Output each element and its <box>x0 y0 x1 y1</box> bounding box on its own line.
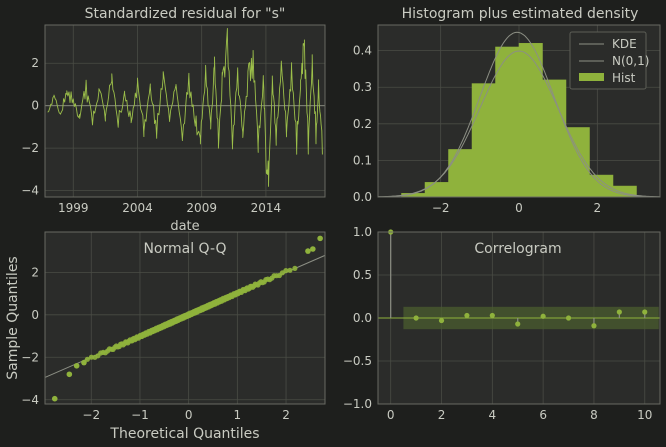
histogram-y-tick-label: 0.3 <box>353 80 372 94</box>
qq-outlier-point <box>73 362 80 369</box>
qq-point <box>283 268 289 274</box>
correlogram-frame <box>377 231 661 405</box>
qq-panel: −2 −1 0 1 2 −4 −2 0 2 Normal Q-Q Theoretical Quan… <box>5 231 326 442</box>
histogram-y-tick-label: 0.1 <box>353 153 372 167</box>
residual-y-tick-label: 0 <box>31 99 39 113</box>
histogram-x-tick-label: 0 <box>515 201 523 215</box>
qq-x-tick-label: 1 <box>234 408 242 422</box>
qq-outlier-point <box>81 359 87 366</box>
qq-ylabel: Sample Quantiles <box>5 256 21 379</box>
histogram-panel: −2 0 2 0.0 0.1 0.2 0.3 0.4 KDE N(0,1) Hist Hist… <box>353 6 661 215</box>
histogram-bar <box>424 182 449 198</box>
correlogram-point <box>438 317 445 324</box>
correlogram-point <box>642 309 648 315</box>
qq-x-tick-label: 2 <box>282 408 290 422</box>
correlogram-y-tick-label: 0.0 <box>353 311 372 325</box>
residual-series-line <box>47 27 323 187</box>
qq-y-tick-label: 0 <box>31 308 39 322</box>
correlogram-y-tick-label: −0.5 <box>343 354 372 368</box>
correlogram-x-tick-label: 8 <box>590 408 598 422</box>
qq-frame <box>44 231 326 405</box>
correlogram-x-tick-label: 0 <box>387 408 395 422</box>
qq-title: Normal Q-Q <box>143 241 226 257</box>
correlogram-panel: 0 2 4 6 8 10 −1.0 −0.5 0.0 0.5 1.0 Correlogram <box>343 225 661 422</box>
residual-x-tick-label: 2004 <box>122 201 153 215</box>
correlogram-y-tick-label: −1.0 <box>343 397 372 411</box>
correlogram-point <box>540 313 546 319</box>
histogram-legend: KDE N(0,1) Hist <box>569 31 649 90</box>
qq-outlier-point <box>317 235 323 242</box>
histogram-bar <box>518 43 543 198</box>
correlogram-x-tick-label: 10 <box>637 408 652 422</box>
qq-point <box>84 356 90 362</box>
residual-y-tick-label: −4 <box>21 184 39 198</box>
residual-panel: 1999 2004 2009 2014 −4 −2 0 2 Standardized resi… <box>21 6 326 234</box>
residual-x-tick-label: 1999 <box>58 201 89 215</box>
histogram-bar <box>448 149 473 198</box>
legend-kde-label: KDE <box>612 37 637 51</box>
qq-point <box>292 265 298 271</box>
residual-y-tick-label: −2 <box>21 141 39 155</box>
legend-hist-label: Hist <box>612 71 636 85</box>
qq-marks <box>44 235 326 402</box>
correlogram-point <box>565 315 572 321</box>
correlogram-x-tick-label: 2 <box>438 408 446 422</box>
correlogram-point <box>591 323 597 329</box>
qq-point <box>287 267 293 273</box>
histogram-y-tick-label: 0.2 <box>353 117 372 131</box>
residual-xlabel: date <box>170 219 199 234</box>
qq-axes: −2 −1 0 1 2 −4 −2 0 2 <box>21 232 325 422</box>
histogram-x-tick-label: 2 <box>594 201 602 215</box>
correlogram-point <box>464 312 470 319</box>
normal-curve <box>377 50 661 198</box>
qq-outlier-point <box>305 248 311 254</box>
qq-outlier-point <box>51 395 58 402</box>
qq-x-tick-label: −2 <box>82 408 100 422</box>
histogram-x-tick-label: −2 <box>432 201 450 215</box>
correlogram-point <box>515 321 521 327</box>
qq-outlier-point <box>66 371 73 378</box>
legend-hist-swatch <box>579 73 604 81</box>
histogram-title: Histogram plus estimated density <box>402 6 639 22</box>
histogram-y-tick-label: 0.0 <box>353 190 372 204</box>
residual-marks <box>45 27 325 187</box>
histogram-y-tick-label: 0.4 <box>353 44 372 58</box>
residual-axes: 1999 2004 2009 2014 −4 −2 0 2 <box>21 25 325 215</box>
correlogram-point <box>616 309 622 315</box>
histogram-marks <box>377 31 661 198</box>
correlogram-point <box>413 315 419 321</box>
residual-y-tick-label: 2 <box>31 56 39 70</box>
residual-x-tick-label: 2009 <box>186 201 217 215</box>
qq-xlabel: Theoretical Quantiles <box>109 426 259 442</box>
correlogram-x-tick-label: 6 <box>539 408 547 422</box>
qq-y-tick-label: −4 <box>21 393 39 407</box>
qq-x-tick-label: 0 <box>185 408 193 422</box>
correlogram-y-tick-label: 0.5 <box>353 268 372 282</box>
residual-title: Standardized residual for "s" <box>85 6 286 22</box>
residual-frame <box>44 24 326 198</box>
correlogram-point <box>489 312 495 319</box>
qq-y-tick-label: −2 <box>21 350 39 364</box>
legend-normal-label: N(0,1) <box>612 54 649 68</box>
histogram-bar <box>589 174 614 198</box>
correlogram-marks <box>378 229 660 330</box>
histogram-frame <box>377 24 661 198</box>
histogram-bar <box>565 127 590 198</box>
qq-x-tick-label: −1 <box>131 408 149 422</box>
qq-y-tick-label: 2 <box>31 265 39 279</box>
correlogram-x-tick-label: 4 <box>489 408 497 422</box>
residual-x-tick-label: 2014 <box>251 201 282 215</box>
correlogram-y-tick-label: 1.0 <box>353 225 372 239</box>
correlogram-title: Correlogram <box>474 241 561 257</box>
qq-outlier-point <box>310 246 316 252</box>
